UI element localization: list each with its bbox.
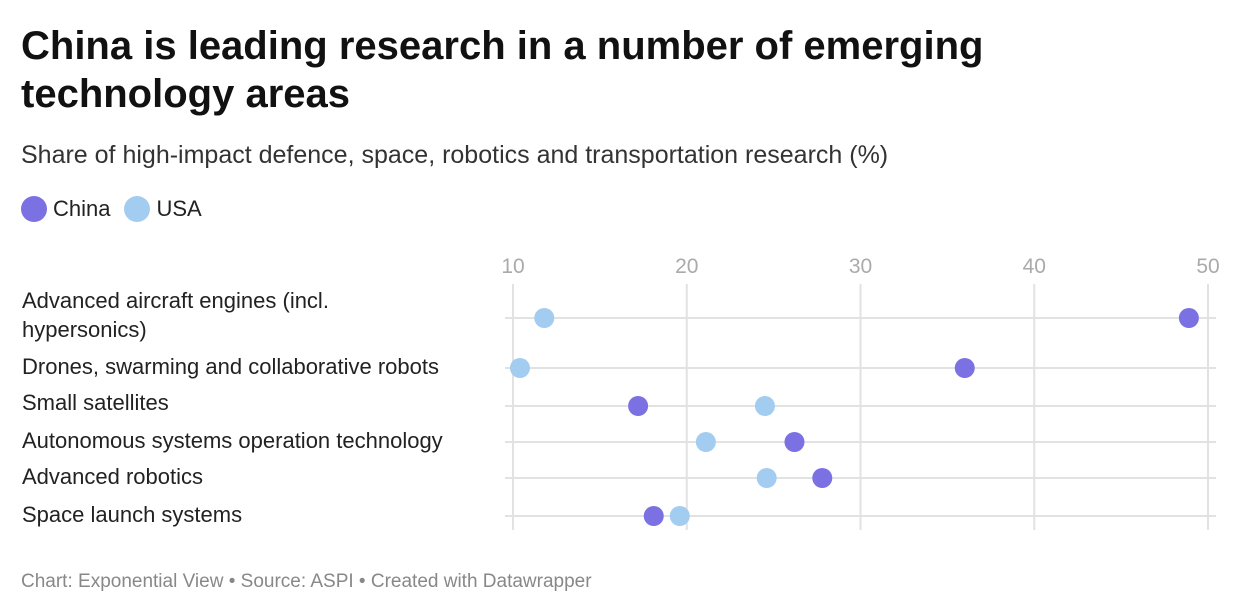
dot-usa: USA: 19.6 xyxy=(669,506,690,526)
category-label: Advanced aircraft engines (incl. hyperson… xyxy=(22,288,329,342)
category-label: Space launch systems xyxy=(22,502,242,527)
category-label: Advanced robotics xyxy=(22,464,203,489)
dot-china: China: 48.9 xyxy=(1178,308,1199,328)
dot-china: China: 36 xyxy=(954,358,975,378)
legend-marker-china xyxy=(21,196,47,222)
dot-usa: USA: 24.6 xyxy=(756,468,777,488)
dot-plot: 10 20 30 40 50 Advanced aircraft engines (inc… xyxy=(22,255,1220,530)
x-tick-label: 20 xyxy=(675,255,698,278)
dot-usa: USA: 24.5 xyxy=(754,396,775,416)
dot-china: China: 26.2 xyxy=(784,432,805,452)
x-tick-label: 30 xyxy=(849,255,872,278)
legend-marker-usa xyxy=(124,196,151,222)
legend-label-china: China xyxy=(53,196,111,221)
legend-item-china: China xyxy=(21,196,110,222)
category-label: Small satellites xyxy=(22,390,169,415)
dot-china: China: 18.1 xyxy=(643,506,664,526)
dot-china: China: 17.2 xyxy=(628,396,649,416)
legend-item-usa: USA xyxy=(124,196,202,222)
chart-title: China is leading research in a number of… xyxy=(21,24,984,116)
category-label: Drones, swarming and collaborative robot… xyxy=(22,354,439,379)
dot-usa: USA: 11.8 xyxy=(534,308,555,328)
dot-china: China: 27.8 xyxy=(812,468,833,488)
category-label: Autonomous systems operation technology xyxy=(22,428,443,453)
x-tick-label: 40 xyxy=(1023,255,1046,278)
chart-subtitle: Share of high-impact defence, space, rob… xyxy=(21,141,889,169)
dot-usa: USA: 21.1 xyxy=(695,432,716,452)
x-tick-label: 50 xyxy=(1196,255,1219,278)
legend: China USA xyxy=(21,196,216,222)
legend-label-usa: USA xyxy=(156,196,202,221)
dot-usa: USA: 10.4 xyxy=(509,358,530,378)
chart-footer: Chart: Exponential View • Source: ASPI •… xyxy=(21,571,592,592)
x-tick-label: 10 xyxy=(501,255,524,278)
